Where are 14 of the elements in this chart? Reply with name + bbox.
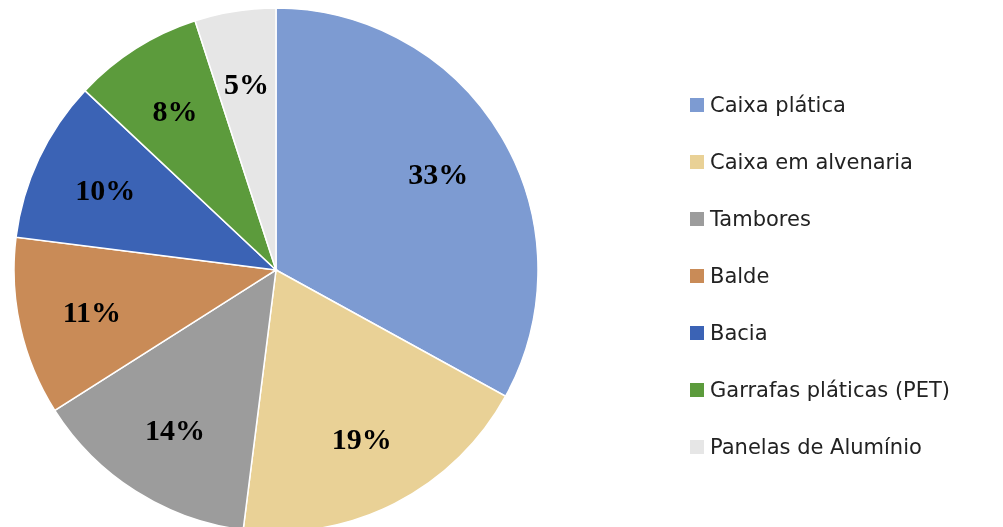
legend-label: Bacia [710,321,768,345]
legend-label: Tambores [710,207,811,231]
data-label: 19% [331,421,392,455]
data-label: 33% [408,157,469,191]
data-label: 10% [75,173,136,207]
data-label: 5% [223,67,269,101]
legend-label: Balde [710,264,770,288]
legend-label: Caixa em alvenaria [710,150,913,174]
legend-label: Garrafas pláticas (PET) [710,378,951,402]
legend-label: Caixa plática [710,93,846,117]
data-label: 14% [144,412,205,446]
data-label: 8% [152,94,198,128]
data-label: 11% [62,294,122,328]
legend-label: Panelas de Alumínio [710,435,922,459]
